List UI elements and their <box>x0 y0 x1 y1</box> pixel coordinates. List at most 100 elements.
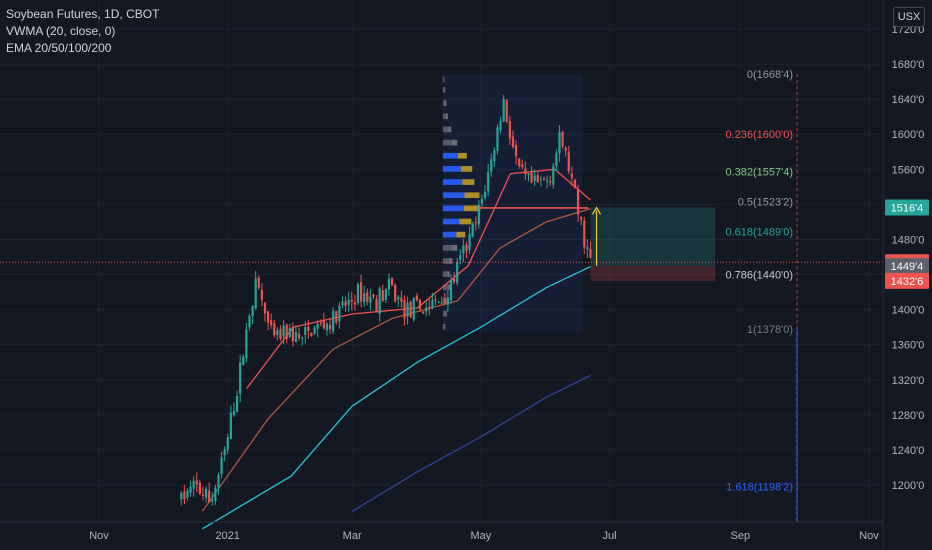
volume-profile-down-bar <box>448 126 452 133</box>
candle-body <box>180 492 183 500</box>
candle-body <box>245 329 248 359</box>
fib-level-label[interactable]: 0.5(1523'2) <box>738 197 793 209</box>
candle-body <box>266 311 270 323</box>
candle-body <box>378 288 381 315</box>
volume-profile-up-bar <box>442 244 452 251</box>
candle-body <box>570 173 573 178</box>
volume-profile-up-bar <box>442 231 457 238</box>
position-arrow-head <box>592 206 602 215</box>
candle-body <box>344 301 347 306</box>
volume-profile-up-bar <box>442 258 449 264</box>
candle-body <box>350 299 353 302</box>
candle-body <box>384 289 387 301</box>
candle-body <box>270 320 273 326</box>
candle-body <box>508 121 511 139</box>
volume-profile-up-bar <box>442 192 465 199</box>
fib-level-label[interactable]: 0.236(1600'0) <box>725 129 793 141</box>
price-axis-label: 1720'0 <box>892 24 925 36</box>
volume-profile-up-bar <box>442 126 449 133</box>
candle-body <box>483 191 487 198</box>
volume-profile-down-bar <box>460 166 473 172</box>
ema-indicator-label[interactable]: EMA 20/50/100/200 <box>6 41 112 55</box>
volume-profile-up-bar <box>442 113 446 120</box>
candle-body <box>260 289 263 301</box>
volume-profile-up-bar <box>442 139 452 146</box>
price-badge <box>885 199 929 216</box>
candle-body <box>480 198 484 204</box>
candle-body <box>356 284 360 303</box>
candle-body <box>552 166 555 185</box>
grid-lines <box>0 0 883 522</box>
fib-retracement[interactable]: 0(1668'4) 0.236(1600'0) 0.382(1557'4) 0.5(1… <box>725 69 798 522</box>
candle-body <box>477 204 480 225</box>
candle-body <box>418 299 422 310</box>
candle-body <box>533 175 536 182</box>
candle-body <box>198 482 201 494</box>
candle-body <box>471 223 474 237</box>
candle-body <box>332 310 335 332</box>
volume-profile-down-bar <box>444 323 446 330</box>
candle-body <box>521 164 524 168</box>
fib-level-label[interactable]: 0.786(1440'0) <box>725 270 793 282</box>
candle-body <box>580 217 583 220</box>
fib-level-label[interactable]: 1.618(1198'2) <box>726 482 793 494</box>
candle-body <box>390 278 394 286</box>
candle-body <box>223 449 226 456</box>
fib-level-label[interactable]: 0.382(1557'4) <box>725 167 793 179</box>
candle-body <box>353 302 356 305</box>
candle-body <box>561 131 564 147</box>
position-stop-zone[interactable] <box>590 265 715 281</box>
candle-body <box>452 278 456 282</box>
symbol-title[interactable]: Soybean Futures, 1D, CBOT <box>6 7 160 21</box>
price-axis[interactable]: 1200'01240'01280'01320'01360'01400'01440… <box>882 0 929 550</box>
volume-profile-down-bar <box>457 152 467 159</box>
fib-level-label[interactable]: 0.618(1489'0) <box>725 227 793 239</box>
currency-button[interactable]: USX <box>893 7 925 27</box>
candle-body <box>558 132 561 154</box>
candle-body <box>456 261 459 283</box>
candle-body <box>335 311 338 323</box>
long-position-tool[interactable] <box>590 206 715 281</box>
overlays <box>0 207 883 263</box>
candle-body <box>527 173 530 176</box>
candle-body <box>468 233 471 250</box>
candle-body <box>189 486 192 493</box>
time-axis-label: Sep <box>731 530 751 542</box>
price-badge-label: 1449'4 <box>891 261 924 273</box>
candle-body <box>449 279 453 301</box>
volume-profile-range[interactable] <box>442 74 583 332</box>
candle-body <box>400 297 403 302</box>
candle-body <box>536 175 539 183</box>
time-axis-label: Nov <box>89 530 109 542</box>
candle-body <box>394 284 397 301</box>
chart-legend: Soybean Futures, 1D, CBOT VWMA (20, clos… <box>6 6 159 57</box>
volume-profile-down-bar <box>451 139 458 146</box>
candle-body <box>462 245 465 254</box>
candle-body <box>208 490 211 503</box>
candle-body <box>220 457 223 474</box>
vwma-indicator-label[interactable]: VWMA (20, close, 0) <box>6 24 116 38</box>
candle-body <box>446 298 449 305</box>
candle-body <box>421 311 425 314</box>
candle-body <box>372 294 375 297</box>
fib-level-label[interactable]: 1(1378'0) <box>747 324 793 336</box>
price-axis-label: 1320'0 <box>892 375 925 387</box>
price-axis-label: 1200'0 <box>892 480 925 492</box>
volume-profile-up-bar <box>442 205 464 212</box>
position-target-zone[interactable] <box>590 207 715 266</box>
price-axis-label: 1600'0 <box>892 129 925 141</box>
candle-body <box>288 327 291 337</box>
candle-body <box>549 181 552 183</box>
volume-profile-down-bar <box>445 310 447 317</box>
candle-body <box>381 290 384 302</box>
time-axis[interactable]: Nov 2021 Mar May Jul Sep Nov <box>0 521 883 542</box>
volume-profile-up-bar <box>442 310 446 317</box>
fib-level-label[interactable]: 0(1668'4) <box>747 69 793 81</box>
candle-body <box>232 411 236 415</box>
ema-line <box>202 266 591 530</box>
candle-body <box>415 295 418 301</box>
volume-profile-down-bar <box>464 192 480 199</box>
candle-body <box>369 296 372 304</box>
volume-profile[interactable] <box>442 74 583 332</box>
